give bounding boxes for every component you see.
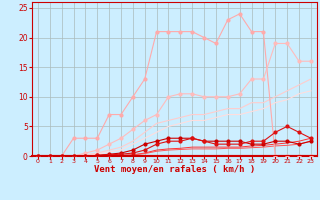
X-axis label: Vent moyen/en rafales ( km/h ): Vent moyen/en rafales ( km/h ) [94,165,255,174]
